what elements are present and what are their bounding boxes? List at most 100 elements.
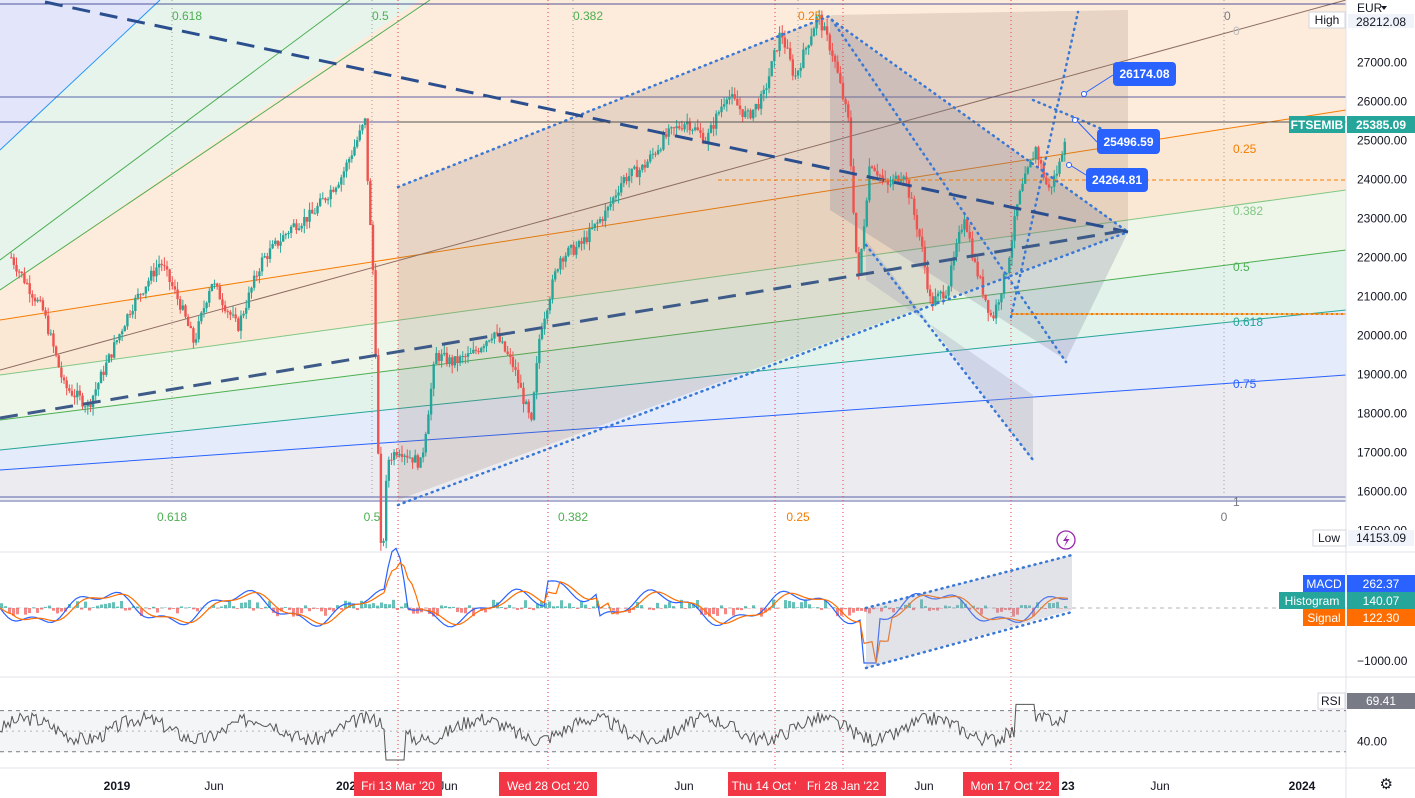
candle-body bbox=[820, 14, 824, 31]
candle-body bbox=[403, 455, 406, 457]
candle-body bbox=[614, 195, 618, 198]
candle-body bbox=[501, 341, 504, 343]
macd-histogram-bar bbox=[1012, 608, 1015, 617]
candle-body bbox=[250, 287, 253, 293]
macd-histogram-bar bbox=[1004, 608, 1007, 610]
candle-body bbox=[348, 158, 351, 163]
symbol-tag[interactable]: FTSEMIB 25385.09 bbox=[1289, 116, 1415, 133]
candle-body bbox=[617, 192, 620, 196]
candle-body bbox=[538, 338, 541, 364]
currency-menu[interactable]: EUR bbox=[1357, 1, 1387, 15]
macd-histogram-bar bbox=[560, 600, 563, 608]
candle-body bbox=[1037, 147, 1040, 161]
candle-body bbox=[490, 338, 493, 341]
candle-body bbox=[619, 183, 623, 193]
fib-bottom-label: 0.382 bbox=[558, 510, 588, 524]
candle-body bbox=[744, 111, 747, 117]
candle-body bbox=[741, 109, 744, 117]
fib-bottom-label: 0.25 bbox=[786, 510, 810, 524]
candle-body bbox=[432, 364, 435, 389]
macd-histogram-bar bbox=[212, 604, 215, 608]
fib-top-labels: 0.618 0.5 0.382 0.25 0 bbox=[172, 9, 1231, 23]
candle-body bbox=[379, 453, 383, 543]
macd-histogram-bar bbox=[380, 602, 383, 608]
macd-histogram-bar bbox=[720, 605, 723, 608]
candle-body bbox=[366, 118, 369, 182]
candle-body bbox=[65, 380, 68, 389]
candle-body bbox=[260, 257, 264, 272]
candle-body bbox=[944, 295, 948, 299]
candle-body bbox=[485, 341, 488, 347]
candle-body bbox=[823, 26, 826, 31]
macd-histogram-bar bbox=[888, 608, 891, 610]
candle-body bbox=[963, 219, 966, 230]
candle-body bbox=[1039, 160, 1043, 164]
candle-body bbox=[99, 371, 103, 384]
candle-body bbox=[461, 356, 464, 358]
candle-body bbox=[316, 205, 319, 214]
candle-body bbox=[469, 353, 472, 355]
candle-body bbox=[184, 305, 187, 317]
macd-histogram-bar bbox=[472, 608, 475, 617]
candle-body bbox=[377, 354, 380, 454]
candle-body bbox=[480, 348, 483, 353]
candle-body bbox=[979, 276, 982, 278]
macd-histogram-bar bbox=[548, 601, 551, 608]
macd-histogram-bar bbox=[592, 606, 595, 608]
macd-histogram-bar bbox=[924, 606, 927, 608]
macd-histogram-bar bbox=[856, 608, 859, 611]
low-marker: Low 14153.09 bbox=[1312, 529, 1414, 547]
macd-histogram-bar bbox=[852, 608, 855, 613]
candle-body bbox=[693, 127, 697, 130]
price-callouts[interactable]: 26174.08 25496.59 24264.81 bbox=[1066, 62, 1177, 192]
macd-histogram-bar bbox=[884, 605, 887, 608]
candle-body bbox=[464, 356, 467, 358]
candle-body bbox=[511, 357, 515, 368]
gear-icon[interactable]: ⚙ bbox=[1379, 775, 1393, 793]
time-label: Jun bbox=[204, 779, 223, 793]
macd-histogram-bar bbox=[1052, 603, 1055, 608]
candle-body bbox=[181, 305, 185, 310]
macd-histogram-bar bbox=[80, 608, 83, 610]
macd-histogram-bar bbox=[460, 608, 463, 613]
macd-line bbox=[0, 547, 1069, 664]
macd-histogram-bar bbox=[764, 608, 767, 613]
candle-body bbox=[305, 216, 309, 222]
candle-body bbox=[567, 247, 570, 256]
candle-body bbox=[804, 47, 808, 50]
macd-histogram-bar bbox=[400, 606, 403, 608]
time-axis[interactable]: 2019 Jun 202 Jun Jun Jun Jun 23 2024 Fri… bbox=[104, 772, 1316, 796]
candle-body bbox=[987, 300, 990, 313]
macd-histogram-bar bbox=[376, 605, 379, 608]
macd-histogram-bar bbox=[580, 600, 583, 608]
candle-body bbox=[955, 243, 958, 257]
candle-body bbox=[997, 302, 1000, 305]
triangle-area bbox=[830, 20, 1128, 360]
candle-body bbox=[992, 315, 995, 319]
macd-histogram-bar bbox=[304, 605, 307, 608]
histogram-name: Histogram bbox=[1285, 594, 1340, 608]
macd-histogram-bar bbox=[736, 608, 739, 610]
macd-histogram-bar bbox=[252, 608, 255, 611]
macd-histogram-bar bbox=[288, 608, 291, 611]
macd-histogram-bar bbox=[812, 607, 815, 608]
candle-body bbox=[910, 197, 913, 199]
candle-body bbox=[701, 132, 705, 144]
candle-body bbox=[358, 130, 361, 141]
signal-line bbox=[0, 561, 1069, 664]
candle-body bbox=[952, 256, 956, 266]
macd-histogram-bar bbox=[776, 608, 779, 609]
candle-body bbox=[435, 353, 438, 365]
time-label: 2019 bbox=[104, 779, 131, 793]
price-tick: 22000.00 bbox=[1357, 250, 1407, 264]
macd-histogram-bar bbox=[24, 608, 27, 615]
time-label: Jun bbox=[914, 779, 933, 793]
macd-tick: −1000.00 bbox=[1357, 654, 1408, 668]
candle-body bbox=[60, 367, 63, 378]
price-scale[interactable]: 28000.0027000.0026000.0025000.0024000.00… bbox=[1357, 16, 1407, 537]
lightning-icon[interactable] bbox=[1056, 530, 1076, 550]
fib-fan-label: 0.75 bbox=[1233, 377, 1257, 391]
candle-body bbox=[258, 271, 261, 277]
candle-body bbox=[971, 238, 974, 259]
